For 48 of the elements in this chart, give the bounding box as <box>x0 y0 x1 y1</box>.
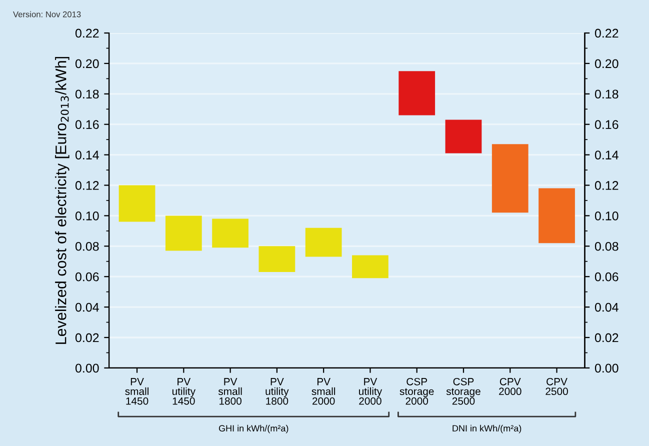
bar <box>212 218 248 248</box>
bar <box>258 246 296 272</box>
y-tick-label: 0.08 <box>75 242 99 251</box>
y-tick-label: 0.20 <box>75 59 99 68</box>
y2-tick-label: 0.16 <box>594 120 618 130</box>
x-tick-label: CPV 2000 <box>499 378 522 396</box>
y-axis-title: Levelized cost of electricity [Euro$_{2013}$/kWh] <box>55 56 70 344</box>
x-tick-label: PV small 1450 <box>125 378 148 405</box>
x-tick-label: CPV 2500 <box>546 378 568 396</box>
bar <box>445 120 482 154</box>
bar <box>352 255 388 278</box>
y2-tick-label: 0.02 <box>594 333 618 342</box>
y-tick-label: 0.00 <box>75 364 99 373</box>
y2-tick-label: 0.04 <box>594 302 618 312</box>
bar <box>538 188 575 244</box>
y-tick-label: 0.10 <box>75 212 99 220</box>
y-tick-label: 0.14 <box>75 150 99 160</box>
bar <box>398 71 436 116</box>
y-tick-label: 0.16 <box>75 120 99 130</box>
bar <box>492 144 528 213</box>
y2-tick-label: 0.08 <box>594 242 618 251</box>
x-tick-label: PV utility 1450 <box>172 378 196 405</box>
x-tick-label: PV small 2000 <box>312 378 336 405</box>
x-tick-label: PV utility 1800 <box>266 378 289 405</box>
text: GHI in kWh/(m²a) <box>218 424 288 434</box>
y-tick-label: 0.18 <box>75 90 99 99</box>
y-tick-label: 0.22 <box>75 28 99 38</box>
bar <box>305 228 342 257</box>
y2-tick-label: 0.10 <box>594 212 618 220</box>
text: DNI in kWh/(m²a) <box>452 424 522 434</box>
bar <box>118 185 156 222</box>
bar <box>165 216 202 251</box>
text: Version: Nov 2013 <box>13 11 81 18</box>
y-tick-label: 0.02 <box>75 333 99 342</box>
x-tick-label: CSP storage 2500 <box>446 378 480 405</box>
y-tick-label: 0.04 <box>75 302 99 312</box>
y-tick-label: 0.06 <box>75 272 99 282</box>
x-tick-label: PV utility 2000 <box>359 378 382 405</box>
y2-tick-label: 0.18 <box>594 90 618 99</box>
y2-tick-label: 0.12 <box>594 181 618 190</box>
y2-tick-label: 0.06 <box>594 272 618 282</box>
y2-tick-label: 0.22 <box>594 28 618 38</box>
y2-tick-label: 0.20 <box>594 59 618 68</box>
x-tick-label: PV small 1800 <box>218 378 242 405</box>
y2-tick-label: 0.14 <box>594 150 618 160</box>
x-tick-label: CSP storage 2000 <box>400 378 434 405</box>
y2-tick-label: 0.00 <box>594 364 618 373</box>
y-tick-label: 0.12 <box>75 181 99 190</box>
